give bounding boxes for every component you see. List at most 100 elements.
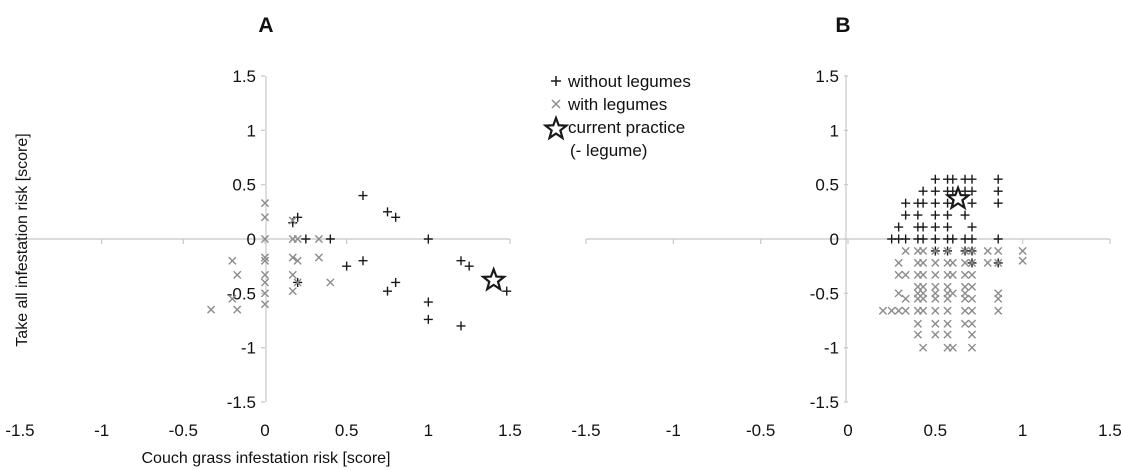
point-with-legumes [960,246,970,256]
point-with-legumes [967,343,977,352]
legend-label-current-practice-note: (- legume) [570,141,647,160]
point-without-legumes [464,261,474,271]
y-tick-label: 0.5 [232,176,256,195]
point-with-legumes [288,287,297,296]
legend-plus-marker [551,76,561,86]
panel-b-points [878,174,1027,352]
point-with-legumes [913,319,922,328]
point-without-legumes [930,222,940,232]
point-without-legumes [391,212,401,222]
point-without-legumes [383,286,392,296]
point-with-legumes [919,258,928,268]
point-without-legumes [993,174,1003,184]
x-tick-label: -0.5 [746,421,775,440]
point-with-legumes [943,294,952,303]
point-without-legumes [456,321,466,331]
point-with-legumes [931,270,940,279]
point-with-legumes [887,306,896,315]
point-without-legumes [967,222,977,232]
point-with-legumes [960,258,970,268]
point-without-legumes [913,210,923,220]
point-with-legumes [901,294,910,303]
point-without-legumes [358,256,368,266]
point-with-legumes [260,213,270,222]
panel-b-label: B [835,14,850,37]
point-with-legumes [878,306,888,315]
point-with-legumes [943,330,952,339]
point-with-legumes [894,270,903,279]
point-with-legumes [913,330,922,339]
point-with-legumes [931,246,940,256]
x-tick-label: 1 [424,421,433,440]
point-with-legumes [207,305,216,314]
point-without-legumes [960,210,970,220]
point-with-legumes [967,270,977,279]
point-with-legumes [943,319,952,328]
x-tick-label: 0.5 [335,421,359,440]
x-tick-label: 0.5 [924,421,948,440]
point-with-legumes [960,319,970,328]
x-tick-label: -1.5 [5,421,34,440]
point-with-legumes [931,330,940,339]
point-with-legumes [994,294,1003,303]
y-tick-label: -1 [241,339,256,358]
point-with-legumes [943,306,952,315]
point-without-legumes [930,234,940,244]
y-axis-title: Take all infestation risk [score] [14,133,31,346]
point-with-legumes [967,282,977,291]
panel-a-ticks: -1.5 -1 -0.5 0 0.5 1 1.5 1.5 1 0.5 0 -0.5 -1 -1.5 [5,67,521,440]
panel-b: B -1.5 -1 -0.5 0 0.5 1 1.5 1.5 1 0.5 0 -0.5 -1 -1.5 [571,14,1121,440]
point-without-legumes [456,256,466,266]
point-with-legumes [931,319,940,328]
y-tick-label: 0 [830,230,839,249]
panel-a-label: A [258,14,273,37]
point-with-legumes [919,282,928,291]
x-tick-label: -1.5 [571,421,600,440]
point-with-legumes [260,199,270,208]
point-with-legumes [228,294,237,303]
point-with-legumes [983,246,992,256]
point-without-legumes [930,210,940,220]
point-without-legumes [894,222,904,232]
point-without-legumes [325,234,335,244]
y-tick-label: 0 [247,230,256,249]
point-with-legumes [288,216,297,225]
legend-label-with-legumes: with legumes [567,95,667,114]
point-with-legumes [288,253,297,262]
point-with-legumes [894,289,903,298]
point-without-legumes [502,286,512,296]
point-without-legumes [993,234,1003,244]
point-without-legumes [948,174,958,184]
point-without-legumes [901,210,911,220]
point-with-legumes [960,270,970,279]
point-with-legumes [983,258,992,268]
legend-item-current-practice: current practice (- legume) [542,114,685,160]
point-with-legumes [260,300,270,309]
y-tick-label: 0.5 [815,176,839,195]
point-with-legumes [233,270,242,279]
point-without-legumes [943,210,953,220]
y-tick-label: 1 [247,121,256,140]
point-with-legumes [994,258,1003,268]
point-with-legumes [901,246,910,256]
point-current-practice [944,184,972,211]
point-with-legumes [931,282,940,291]
legend-item-with-legumes: with legumes [551,95,667,114]
point-with-legumes [894,306,903,315]
point-without-legumes [967,186,977,196]
point-with-legumes [293,278,302,287]
y-tick-label: 1.5 [815,67,839,86]
point-with-legumes [919,270,928,279]
point-with-legumes [994,306,1003,315]
point-without-legumes [918,198,928,208]
point-without-legumes [358,191,368,201]
point-without-legumes [391,277,401,287]
y-tick-label: 1.5 [232,67,256,86]
point-with-legumes [931,306,940,315]
point-with-legumes [994,246,1003,256]
point-with-legumes [314,234,323,244]
point-without-legumes [383,207,392,217]
point-without-legumes [943,222,953,232]
x-tick-label: 0 [260,421,269,440]
